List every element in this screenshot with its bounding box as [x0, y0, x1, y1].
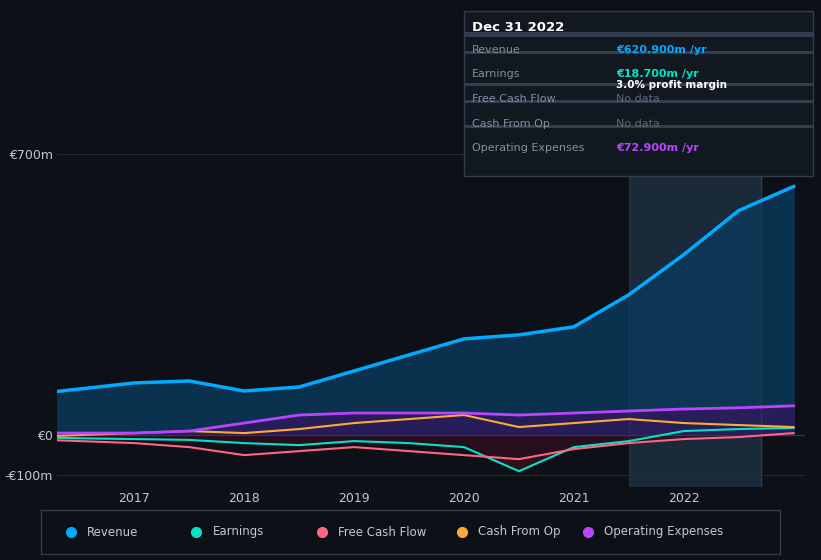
- Text: Revenue: Revenue: [472, 45, 521, 55]
- Text: Earnings: Earnings: [472, 69, 521, 80]
- Text: Cash From Op: Cash From Op: [479, 525, 561, 539]
- Text: Operating Expenses: Operating Expenses: [604, 525, 723, 539]
- Text: €18.700m /yr: €18.700m /yr: [616, 69, 699, 80]
- Text: No data: No data: [616, 119, 659, 129]
- Text: Free Cash Flow: Free Cash Flow: [338, 525, 426, 539]
- Text: Cash From Op: Cash From Op: [472, 119, 550, 129]
- Text: Dec 31 2022: Dec 31 2022: [472, 21, 564, 34]
- Bar: [629, 134, 760, 487]
- Text: €72.900m /yr: €72.900m /yr: [616, 143, 699, 153]
- Text: Operating Expenses: Operating Expenses: [472, 143, 585, 153]
- Text: Free Cash Flow: Free Cash Flow: [472, 94, 556, 104]
- Text: €620.900m /yr: €620.900m /yr: [616, 45, 706, 55]
- Text: Revenue: Revenue: [87, 525, 138, 539]
- Text: No data: No data: [616, 94, 659, 104]
- Text: 3.0% profit margin: 3.0% profit margin: [616, 80, 727, 90]
- Text: Earnings: Earnings: [213, 525, 264, 539]
